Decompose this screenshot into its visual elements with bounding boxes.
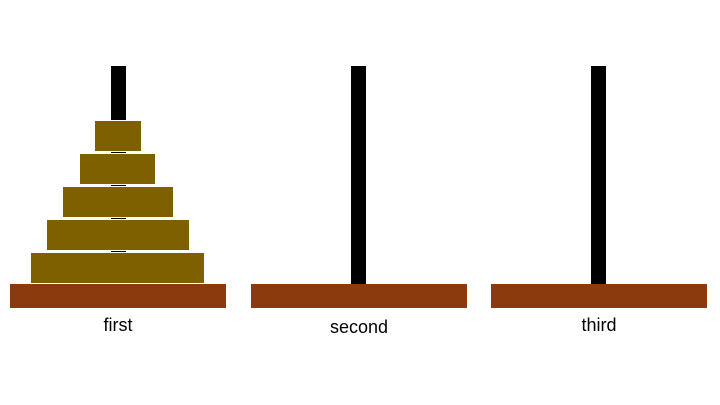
peg-label: third (581, 315, 617, 335)
rod (591, 66, 606, 285)
base (10, 284, 226, 308)
base (491, 284, 707, 308)
disk-1[interactable] (94, 120, 142, 152)
disk-5[interactable] (30, 252, 205, 284)
peg-label: second (329, 317, 389, 337)
base (251, 284, 467, 308)
disk-3[interactable] (62, 186, 174, 218)
peg-label: first (103, 315, 133, 335)
rod (351, 66, 366, 285)
disk-4[interactable] (46, 219, 190, 251)
disk-2[interactable] (79, 153, 156, 185)
